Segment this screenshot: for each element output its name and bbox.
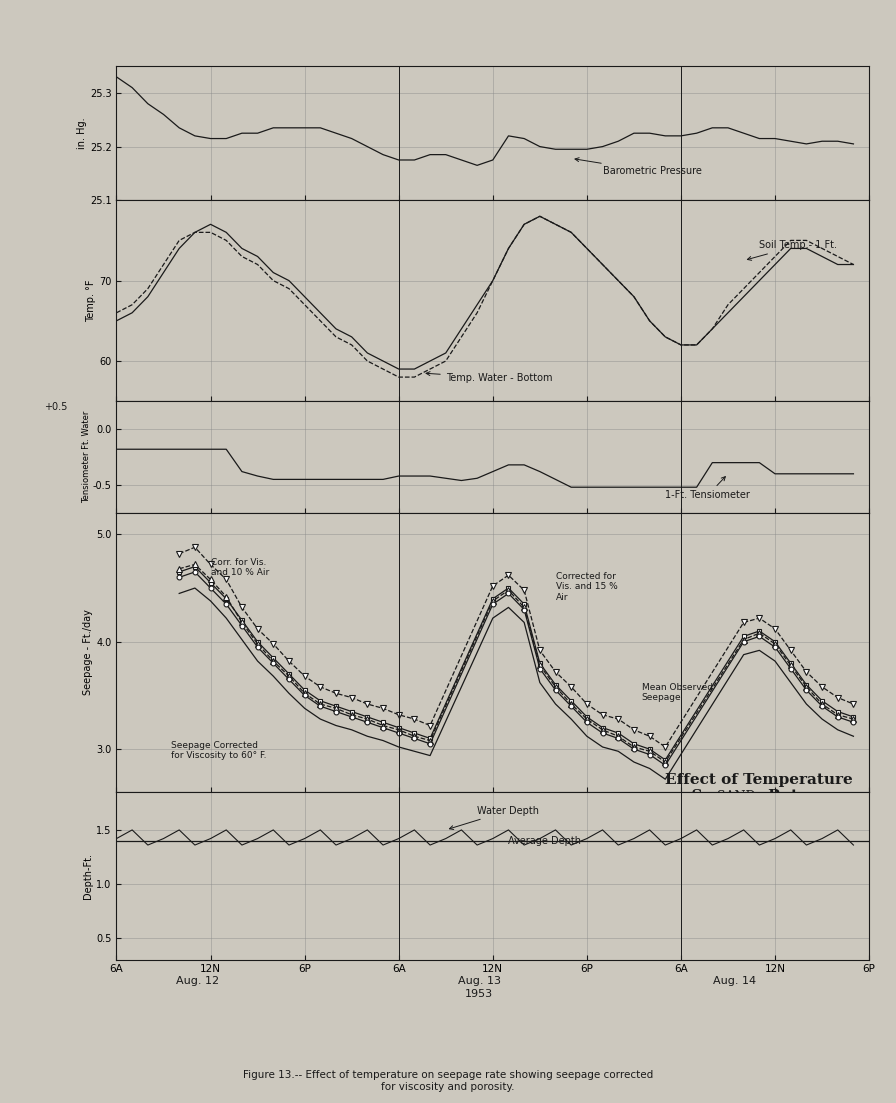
Text: Temp. Water - Bottom: Temp. Water - Bottom (426, 372, 552, 383)
Text: Soil Temp.- 1 Ft.: Soil Temp.- 1 Ft. (747, 240, 838, 260)
Text: 1-Ft. Tensiometer: 1-Ft. Tensiometer (665, 476, 750, 501)
Text: SAND
1953: SAND 1953 (717, 790, 755, 818)
Text: Average Depth: Average Depth (509, 836, 582, 846)
Text: Figure 13.-- Effect of temperature on seepage rate showing seepage corrected
for: Figure 13.-- Effect of temperature on se… (243, 1070, 653, 1092)
Text: Barometric Pressure: Barometric Pressure (575, 158, 702, 176)
Text: Aug. 12: Aug. 12 (176, 976, 219, 986)
Text: Aug. 13: Aug. 13 (458, 976, 501, 986)
Text: +0.5: +0.5 (44, 403, 67, 413)
Text: Corrected for
Vis. and 15 %
Air: Corrected for Vis. and 15 % Air (556, 572, 617, 602)
Y-axis label: Depth-Ft.: Depth-Ft. (83, 853, 93, 899)
Y-axis label: Tensiometer Ft. Water: Tensiometer Ft. Water (82, 411, 91, 503)
Text: Aug. 14: Aug. 14 (713, 976, 756, 986)
Y-axis label: in. Hg.: in. Hg. (77, 117, 87, 149)
Text: Water Depth: Water Depth (450, 805, 539, 829)
Text: Mean Observed
Seepage: Mean Observed Seepage (642, 683, 712, 702)
Text: Corr. for Vis.
and 10 % Air: Corr. for Vis. and 10 % Air (211, 558, 269, 577)
Text: Effect of Temperature
on Seepage Rate: Effect of Temperature on Seepage Rate (665, 773, 853, 803)
Text: 1953: 1953 (465, 989, 494, 999)
Y-axis label: Temp. °F: Temp. °F (87, 279, 97, 322)
Y-axis label: Seepage - Ft./day: Seepage - Ft./day (83, 610, 93, 695)
Text: Seepage Corrected
for Viscosity to 60° F.: Seepage Corrected for Viscosity to 60° F… (171, 740, 267, 760)
